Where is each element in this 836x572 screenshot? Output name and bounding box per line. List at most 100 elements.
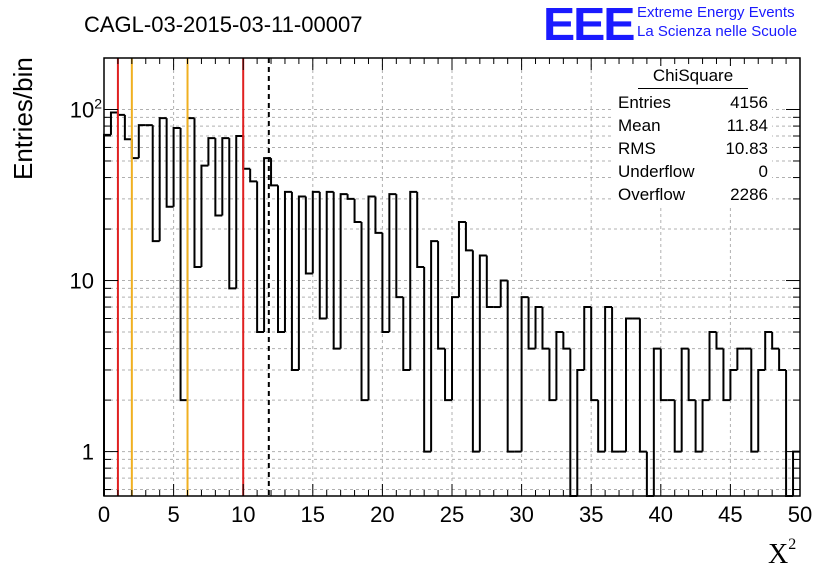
histogram-bin bbox=[583, 306, 592, 370]
histogram-bin bbox=[270, 158, 278, 187]
histogram-bin bbox=[687, 348, 696, 402]
histogram-bin bbox=[673, 400, 682, 453]
stats-box: ChiSquare Entries 4156 Mean 11.84 RMS 10.83… bbox=[614, 66, 772, 206]
histogram-bin bbox=[242, 135, 251, 170]
histogram-bin bbox=[520, 296, 529, 452]
x-tick-label: 0 bbox=[98, 502, 110, 527]
histogram-bin bbox=[409, 190, 418, 370]
histogram-bin bbox=[353, 198, 362, 223]
histogram-bin bbox=[416, 191, 425, 268]
histogram-bin bbox=[430, 240, 439, 452]
histogram-bin bbox=[249, 168, 258, 183]
stats-value: 4156 bbox=[730, 93, 768, 112]
x-tick-label: 50 bbox=[788, 502, 812, 527]
histogram-bin bbox=[757, 368, 766, 452]
histogram-bin bbox=[200, 164, 209, 267]
histogram-bin bbox=[444, 348, 452, 402]
histogram-bin bbox=[604, 306, 613, 452]
histogram-bin bbox=[381, 232, 390, 334]
histogram-bin bbox=[548, 348, 557, 402]
histogram-bin bbox=[103, 133, 111, 496]
x-tick-label: 35 bbox=[579, 502, 603, 527]
histogram-bin bbox=[750, 348, 759, 453]
histogram-bin bbox=[332, 191, 341, 350]
stats-row-entries: Entries 4156 bbox=[614, 91, 772, 114]
stats-value: 10.83 bbox=[725, 139, 768, 158]
histogram-bin bbox=[256, 181, 265, 334]
histogram-bin bbox=[109, 111, 118, 135]
histogram-bin bbox=[325, 190, 334, 319]
stats-label: Mean bbox=[618, 116, 661, 135]
histogram-bin bbox=[722, 348, 731, 402]
y-tick-label: 1 bbox=[82, 440, 94, 465]
histogram-bin bbox=[457, 220, 466, 298]
reference-lines-layer bbox=[116, 58, 270, 496]
histogram-bin bbox=[485, 255, 494, 309]
histogram-bin bbox=[590, 307, 599, 402]
x-axis-label-superscript: 2 bbox=[788, 536, 797, 553]
stats-label: RMS bbox=[618, 139, 656, 158]
histogram-bin bbox=[729, 368, 738, 401]
x-tick-label: 5 bbox=[167, 502, 179, 527]
x-axis-label-base: X bbox=[768, 539, 789, 570]
histogram-bin bbox=[708, 331, 717, 401]
stats-row-rms: RMS 10.83 bbox=[614, 137, 772, 160]
histogram-bin bbox=[652, 347, 661, 496]
stats-value: 2286 bbox=[730, 185, 768, 204]
histogram-bin bbox=[367, 195, 376, 401]
histogram-bin bbox=[451, 296, 459, 401]
histogram-bin bbox=[290, 191, 299, 371]
histogram-bin bbox=[221, 137, 230, 216]
histogram-bin bbox=[395, 194, 404, 299]
eee-logo: EEE bbox=[543, 0, 635, 50]
histogram-bin bbox=[311, 190, 320, 274]
histogram-bin bbox=[423, 266, 432, 453]
histogram-bin bbox=[638, 318, 647, 453]
y-axis-label: Entries/bin bbox=[8, 57, 38, 180]
histogram-bin bbox=[778, 348, 787, 371]
histogram-bin bbox=[283, 190, 292, 333]
histogram-bin bbox=[388, 193, 397, 333]
histogram-bin bbox=[360, 221, 369, 402]
stats-title: ChiSquare bbox=[638, 66, 748, 89]
histogram-bin bbox=[263, 157, 272, 333]
axes-layer: 0 5 10 15 20 25 30 35 40 45 50 1 10 102 bbox=[70, 57, 812, 527]
histogram-bin bbox=[193, 118, 202, 268]
x-tick-label: 45 bbox=[718, 502, 742, 527]
histogram-bin bbox=[374, 196, 383, 234]
stats-row-underflow: Underflow 0 bbox=[614, 160, 772, 183]
histogram-bin bbox=[694, 400, 703, 453]
x-tick-label: 30 bbox=[509, 502, 533, 527]
histogram-bin bbox=[151, 125, 160, 243]
histogram-bin bbox=[541, 307, 550, 350]
stats-row-overflow: Overflow 2286 bbox=[614, 183, 772, 206]
histogram-bin bbox=[165, 118, 174, 208]
x-axis-label: X2 bbox=[768, 536, 796, 571]
stats-value: 11.84 bbox=[726, 116, 768, 135]
histogram-bin bbox=[562, 332, 571, 350]
histogram-bin bbox=[228, 138, 237, 290]
histogram-bin bbox=[179, 127, 188, 402]
y-tick-label: 10 bbox=[70, 269, 94, 294]
histogram-bin bbox=[499, 279, 508, 308]
logo-subtitle-2: La Scienza nelle Scuole bbox=[637, 23, 798, 40]
histogram-bin bbox=[659, 348, 668, 402]
histogram-bin bbox=[186, 117, 195, 401]
histogram-bin bbox=[402, 297, 411, 371]
histogram-bin bbox=[137, 124, 146, 159]
histogram-bin bbox=[715, 332, 724, 350]
stats-label: Underflow bbox=[618, 162, 695, 181]
histogram-bin bbox=[130, 139, 139, 160]
histogram-bin bbox=[471, 250, 480, 453]
histogram-bin bbox=[339, 193, 348, 349]
histogram-bin bbox=[569, 348, 578, 497]
x-tick-label: 20 bbox=[370, 502, 394, 527]
histogram-bin bbox=[597, 400, 606, 453]
stats-label: Entries bbox=[618, 93, 671, 112]
histogram-bin bbox=[297, 195, 306, 370]
histogram-bin bbox=[534, 306, 543, 349]
histogram-bin bbox=[701, 399, 710, 452]
histogram-bin bbox=[214, 138, 223, 217]
histogram-bin bbox=[277, 185, 285, 334]
histogram-bin bbox=[764, 331, 773, 370]
